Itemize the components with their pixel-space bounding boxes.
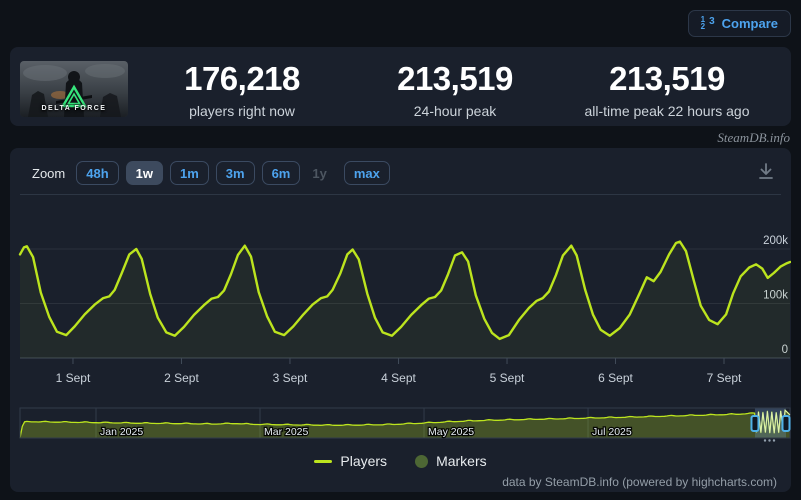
navigator-line xyxy=(19,409,791,439)
chart-legend: Players Markers xyxy=(10,453,791,469)
compare-label: Compare xyxy=(721,16,778,31)
game-title: DELTA FORCE xyxy=(41,105,107,112)
navigator-grip-dot xyxy=(768,439,771,442)
zoom-label: Zoom xyxy=(32,165,66,181)
y-axis-label: 200k xyxy=(763,235,788,247)
zoom-button-1w[interactable]: 1w xyxy=(125,161,163,185)
x-axis-label: 7 Sept xyxy=(707,371,742,385)
legend-item-players[interactable]: Players xyxy=(314,453,387,469)
x-axis-label: 4 Sept xyxy=(381,371,416,385)
zoom-toolbar: Zoom 48h 1w 1m 3m 6m 1y max xyxy=(10,148,791,185)
stat-current-players: 176,218 players right now xyxy=(184,62,300,119)
stat-24h-peak: 213,519 24-hour peak xyxy=(397,62,513,119)
zoom-button-3m[interactable]: 3m xyxy=(215,161,255,185)
y-axis-label: 0 xyxy=(782,344,788,356)
x-axis-label: 3 Sept xyxy=(273,371,308,385)
markers-dot-swatch xyxy=(415,454,429,468)
zoom-button-1m[interactable]: 1m xyxy=(169,161,209,185)
x-axis-label: 5 Sept xyxy=(490,371,525,385)
chart-panel: Zoom 48h 1w 1m 3m 6m 1y max 200k 100k 0 1 S… xyxy=(10,148,791,492)
stat-alltime-peak: 213,519 all-time peak 22 hours ago xyxy=(585,62,750,119)
compare-button[interactable]: 1 2 3 Compare xyxy=(687,10,791,37)
x-axis-label: 6 Sept xyxy=(598,371,633,385)
download-icon xyxy=(759,163,773,179)
alltime-peak-value: 213,519 xyxy=(609,60,725,97)
navigator-month-label: Jan 2025 xyxy=(100,426,143,438)
game-capsule-image[interactable]: DELTA FORCE xyxy=(20,61,128,117)
x-axis-label: 2 Sept xyxy=(164,371,199,385)
zoom-button-48h[interactable]: 48h xyxy=(76,161,119,185)
navigator-month-label: May 2025 xyxy=(428,426,474,438)
legend-players-label: Players xyxy=(340,453,388,469)
legend-item-markers[interactable]: Markers xyxy=(415,453,487,469)
game-art xyxy=(20,61,128,117)
alltime-peak-label: all-time peak 22 hours ago xyxy=(584,103,750,119)
x-axis-label: 1 Sept xyxy=(56,371,91,385)
download-chart-button[interactable] xyxy=(755,160,777,186)
zoom-button-6m[interactable]: 6m xyxy=(261,161,301,185)
players-time-series-chart[interactable]: 200k 100k 0 1 Sept 2 Sept 3 Sept 4 Sept 5 Sept 6… xyxy=(10,200,791,392)
current-players-value: 176,218 xyxy=(184,60,300,97)
legend-markers-label: Markers xyxy=(436,453,487,469)
toolbar-divider xyxy=(20,194,781,195)
zoom-button-1y: 1y xyxy=(307,161,331,185)
peak-24h-value: 213,519 xyxy=(397,60,513,97)
zoom-button-max[interactable]: max xyxy=(343,161,390,185)
navigator-month-label: Jul 2025 xyxy=(592,426,632,438)
navigator-grip-dot xyxy=(772,439,776,442)
steamdb-watermark: SteamDB.info xyxy=(717,130,790,145)
stats-panel: DELTA FORCE 176,218 players right now 21… xyxy=(10,47,791,126)
players-line xyxy=(18,240,791,341)
y-axis-label: 100k xyxy=(763,290,788,302)
chart-credits: data by SteamDB.info (powered by highcha… xyxy=(502,475,777,489)
players-line-swatch xyxy=(314,459,333,463)
players-area xyxy=(20,241,790,358)
chart-navigator[interactable]: Jan 2025 Mar 2025 May 2025 Jul 2025 xyxy=(10,398,791,444)
compare-numbered-list-icon: 1 2 3 xyxy=(700,15,715,31)
navigator-handle-left[interactable] xyxy=(750,415,760,432)
navigator-month-label: Mar 2025 xyxy=(264,426,309,438)
peak-24h-label: 24-hour peak xyxy=(413,103,497,119)
navigator-handle-right[interactable] xyxy=(781,415,791,432)
navigator-grip-dot xyxy=(763,439,767,442)
current-players-label: players right now xyxy=(189,103,295,119)
